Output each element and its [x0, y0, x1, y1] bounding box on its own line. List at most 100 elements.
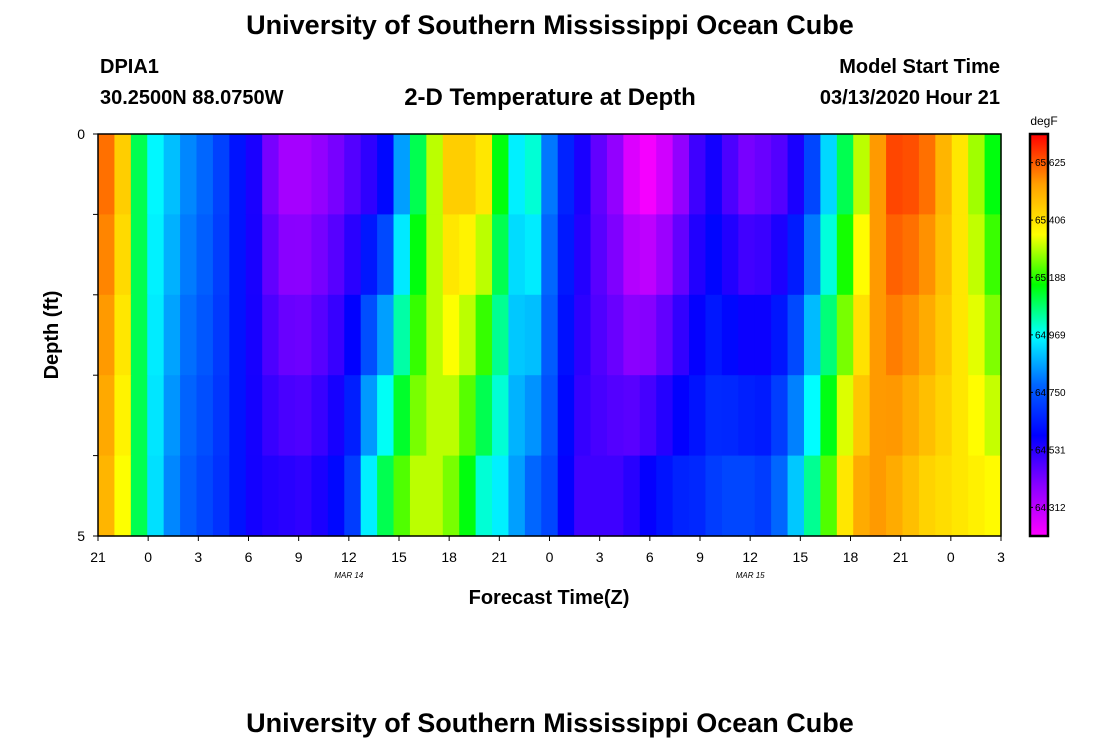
heatmap-cell [377, 455, 395, 537]
heatmap-cell [541, 214, 559, 296]
heatmap-cell [344, 294, 362, 376]
x-tick-label: 21 [492, 549, 508, 565]
heatmap-cell [130, 375, 148, 457]
heatmap-cell [212, 294, 230, 376]
heatmap-cell [869, 294, 887, 376]
heatmap-cell [886, 455, 904, 537]
heatmap-cell [754, 375, 772, 457]
heatmap-cell [787, 375, 805, 457]
heatmap-cell [295, 214, 313, 296]
heatmap-cell [524, 294, 542, 376]
heatmap-cell [262, 134, 280, 215]
heatmap-cell [409, 134, 427, 215]
heatmap-cell [902, 375, 920, 457]
heatmap-cell [721, 455, 739, 537]
y-axis: 05 [77, 126, 98, 544]
heatmap-cell [656, 214, 674, 296]
heatmap-cell [557, 214, 575, 296]
heatmap-cell [935, 375, 953, 457]
heatmap-cell [984, 294, 1002, 376]
heatmap-cell [212, 134, 230, 215]
heatmap-cell [557, 134, 575, 215]
heatmap-cell [475, 214, 493, 296]
heatmap-cell [689, 455, 707, 537]
x-tick-label: 0 [546, 549, 554, 565]
heatmap-cell [278, 375, 296, 457]
heatmap-cell [771, 375, 789, 457]
heatmap-cell [935, 214, 953, 296]
heatmap-cell [278, 214, 296, 296]
heatmap-cell [672, 294, 690, 376]
heatmap-cell [475, 294, 493, 376]
heatmap-cell [574, 134, 592, 215]
heatmap-cell [574, 294, 592, 376]
heatmap-cell [147, 134, 165, 215]
heatmap-cell [492, 455, 510, 537]
heatmap-cell [606, 294, 624, 376]
heatmap-cell [902, 455, 920, 537]
heatmap-cell [623, 134, 641, 215]
heatmap-cell [951, 214, 969, 296]
heatmap-cell [672, 455, 690, 537]
heatmap-cell [459, 375, 477, 457]
heatmap-cell [754, 214, 772, 296]
heatmap-cell [114, 455, 132, 537]
heatmap-cell [147, 455, 165, 537]
heatmap-cell [968, 214, 986, 296]
heatmap-cell [262, 294, 280, 376]
heatmap-cell [180, 294, 198, 376]
heatmap-cell [442, 455, 460, 537]
heatmap-cell [459, 214, 477, 296]
heatmap-cell [639, 294, 657, 376]
heatmap-cell [196, 375, 214, 457]
heatmap-cell [590, 375, 608, 457]
x-tick-label: 21 [90, 549, 106, 565]
heatmap-cell [459, 134, 477, 215]
heatmap-cell [163, 214, 181, 296]
heatmap-cell [442, 214, 460, 296]
heatmap-cell [853, 214, 871, 296]
x-tick-label: 18 [441, 549, 457, 565]
heatmap-cell [98, 134, 116, 215]
heatmap-cell [705, 134, 723, 215]
station-location: 30.2500N 88.0750W [100, 87, 284, 109]
heatmap-cell [147, 214, 165, 296]
station-id: DPIA1 [100, 56, 159, 78]
heatmap-cell [918, 134, 936, 215]
heatmap-cell [377, 375, 395, 457]
heatmap-cell [754, 455, 772, 537]
heatmap-cell [984, 375, 1002, 457]
heatmap-cell [278, 455, 296, 537]
heatmap-cell [738, 134, 756, 215]
heatmap-cell [590, 294, 608, 376]
x-axis: 21 0 3 6 9 12 15 18 21 0 3 6 9 12 15 18 21 0 3 MAR 14 MAR 15 [90, 536, 1005, 580]
heatmap-cell [606, 375, 624, 457]
x-tick-label: 0 [144, 549, 152, 565]
heatmap-cell [409, 294, 427, 376]
plot-title: 2-D Temperature at Depth [404, 84, 696, 111]
heatmap-cell [541, 294, 559, 376]
heatmap-cell [803, 134, 821, 215]
x-tick-label: 15 [793, 549, 809, 565]
heatmap-cell [409, 375, 427, 457]
heatmap-cell [344, 214, 362, 296]
heatmap-cell [935, 134, 953, 215]
colorbar-label: 64.531 [1035, 445, 1066, 456]
heatmap-cell [426, 294, 444, 376]
heatmap-cell [311, 455, 329, 537]
heatmap-cell [262, 455, 280, 537]
heatmap-cell [853, 375, 871, 457]
heatmap-cell [902, 134, 920, 215]
heatmap-cell [869, 455, 887, 537]
x-tick-label: 6 [245, 549, 253, 565]
colorbar-label: 64.750 [1035, 388, 1066, 399]
heatmap-cell [245, 294, 263, 376]
x-tick-label: 9 [696, 549, 704, 565]
heatmap-cell [442, 294, 460, 376]
heatmap-cell [393, 455, 411, 537]
heatmap-cell [459, 294, 477, 376]
x-tick-label: 3 [596, 549, 604, 565]
heatmap-cell [377, 294, 395, 376]
heatmap-cell [524, 375, 542, 457]
x-tick-label: 3 [997, 549, 1005, 565]
